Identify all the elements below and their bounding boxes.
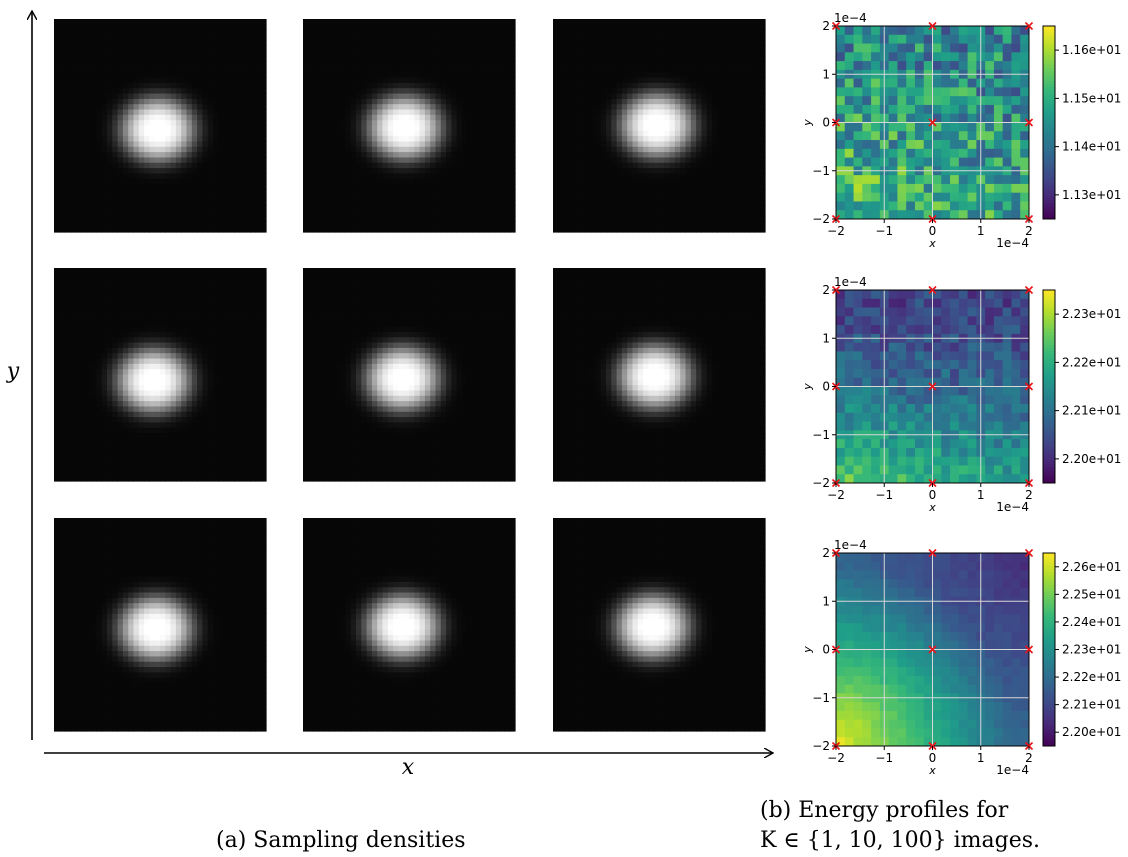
caption-b-line-1: (b) Energy profiles for <box>760 798 1009 823</box>
colorbar-tick-label: 2.23e+01 <box>1062 307 1121 321</box>
x-axis-label: x <box>928 237 936 250</box>
y-tick-label: 2 <box>822 546 830 560</box>
x-axis-label: x <box>402 755 415 780</box>
caption-a: (a) Sampling densities <box>216 828 466 853</box>
y-offset-multiplier: 1e−4 <box>834 11 867 25</box>
y-tick-label: −2 <box>812 476 830 490</box>
y-tick-label: 1 <box>822 594 830 608</box>
colorbar: 2.20e+01 2.21e+01 2.22e+01 2.23e+01 <box>1042 289 1121 484</box>
x-offset-multiplier: 1e−4 <box>996 763 1029 777</box>
x-tick-label: 2 <box>1025 488 1033 502</box>
x-tick-label: −2 <box>827 224 845 238</box>
colorbar-tick-label: 2.21e+01 <box>1062 698 1121 712</box>
colorbar-tick-label: 2.20e+01 <box>1062 452 1121 466</box>
image-marker <box>928 382 937 391</box>
x-offset-multiplier: 1e−4 <box>996 500 1029 514</box>
y-tick-label: 1 <box>822 331 830 345</box>
colorbar-tick-label: 1.15e+01 <box>1062 91 1121 105</box>
image-marker <box>1024 382 1034 391</box>
colorbar-tick-label: 2.20e+01 <box>1062 725 1121 739</box>
colorbar-tick-label: 1.16e+01 <box>1062 43 1121 57</box>
left-axes: x y <box>6 12 772 780</box>
y-tick-label: −2 <box>812 739 830 753</box>
density-panel <box>303 19 516 233</box>
image-marker <box>1024 645 1034 654</box>
density-panel <box>303 518 516 732</box>
x-tick-label: 0 <box>929 488 937 502</box>
colorbar-tick-label: 2.22e+01 <box>1062 670 1121 684</box>
caption-b-line-2: K ∈ {1, 10, 100} images. <box>760 828 1041 853</box>
y-tick-label: −1 <box>812 428 830 442</box>
colorbar-tick-label: 1.14e+01 <box>1062 140 1121 154</box>
colorbar-tick-label: 2.21e+01 <box>1062 404 1121 418</box>
image-marker <box>928 285 937 295</box>
x-tick-label: 1 <box>977 224 985 238</box>
x-tick-label: 2 <box>1025 224 1033 238</box>
x-tick-label: 1 <box>977 751 985 765</box>
y-tick-label: 0 <box>822 380 830 394</box>
colorbar: 1.13e+01 1.14e+01 1.15e+01 1.16e+01 <box>1042 25 1121 220</box>
colorbar-tick-label: 2.26e+01 <box>1062 560 1121 574</box>
x-offset-multiplier: 1e−4 <box>996 236 1029 250</box>
x-tick-label: −1 <box>875 488 893 502</box>
energy-profile-panels: −2−2−1−1001122xy1e−41e−41.13e+011.14e+01… <box>801 11 1121 777</box>
image-marker <box>928 645 937 654</box>
density-panel <box>553 19 766 233</box>
y-axis-label: y <box>801 383 814 391</box>
density-panel <box>553 518 766 732</box>
y-tick-label: 0 <box>822 643 830 657</box>
y-axis-label: y <box>801 119 814 127</box>
x-axis-label: x <box>928 501 936 514</box>
density-panel <box>54 19 267 233</box>
energy-profile-panel: −2−2 −1 −1 0 0 1 1 2 2 x y 1e−4 1e−4 1.13e+01 1.14e+01… <box>801 11 1121 250</box>
x-tick-label: −2 <box>827 488 845 502</box>
density-panel <box>54 268 267 482</box>
image-marker <box>1024 118 1034 127</box>
y-tick-label: 1 <box>822 67 830 81</box>
x-tick-label: 0 <box>929 224 937 238</box>
x-tick-label: −2 <box>827 751 845 765</box>
image-marker <box>928 21 937 31</box>
colorbar: 2.20e+01 2.21e+01 2.22e+01 2.23e+01 2.24e+01… <box>1042 552 1121 747</box>
x-tick-label: −1 <box>875 751 893 765</box>
density-panel <box>553 268 766 482</box>
y-axis-label: y <box>801 646 814 654</box>
y-tick-label: 2 <box>822 283 830 297</box>
x-tick-label: 0 <box>929 751 937 765</box>
colorbar-tick-label: 2.24e+01 <box>1062 615 1121 629</box>
energy-profile-panel: −2−2 −1 −1 0 0 1 1 2 2 x y 1e−4 1e−4 2.20e+01 2.21e+01… <box>801 275 1121 514</box>
y-tick-label: −1 <box>812 164 830 178</box>
sampling-densities-grid <box>54 19 766 732</box>
x-axis-label: x <box>928 764 936 777</box>
density-panel <box>303 268 516 482</box>
y-offset-multiplier: 1e−4 <box>834 538 867 552</box>
y-tick-label: −2 <box>812 212 830 226</box>
image-marker <box>928 118 937 127</box>
y-tick-label: 2 <box>822 19 830 33</box>
image-marker <box>1024 21 1034 31</box>
y-offset-multiplier: 1e−4 <box>834 275 867 289</box>
y-tick-label: −1 <box>812 691 830 705</box>
y-tick-label: 0 <box>822 116 830 130</box>
density-panel <box>54 518 267 732</box>
x-tick-label: 1 <box>977 488 985 502</box>
x-tick-label: 2 <box>1025 751 1033 765</box>
colorbar-tick-label: 2.23e+01 <box>1062 643 1121 657</box>
image-marker <box>1024 548 1034 558</box>
colorbar-tick-label: 2.22e+01 <box>1062 355 1121 369</box>
image-marker <box>928 548 937 558</box>
image-marker <box>1024 285 1034 295</box>
energy-profile-panel: −2−2 −1 −1 0 0 1 1 2 2 x y 1e−4 1e−4 2.20e+01 2.21e+01… <box>801 538 1121 777</box>
colorbar-tick-label: 2.25e+01 <box>1062 587 1121 601</box>
x-tick-label: −1 <box>875 224 893 238</box>
colorbar-tick-label: 1.13e+01 <box>1062 188 1121 202</box>
y-axis-label: y <box>6 359 20 384</box>
